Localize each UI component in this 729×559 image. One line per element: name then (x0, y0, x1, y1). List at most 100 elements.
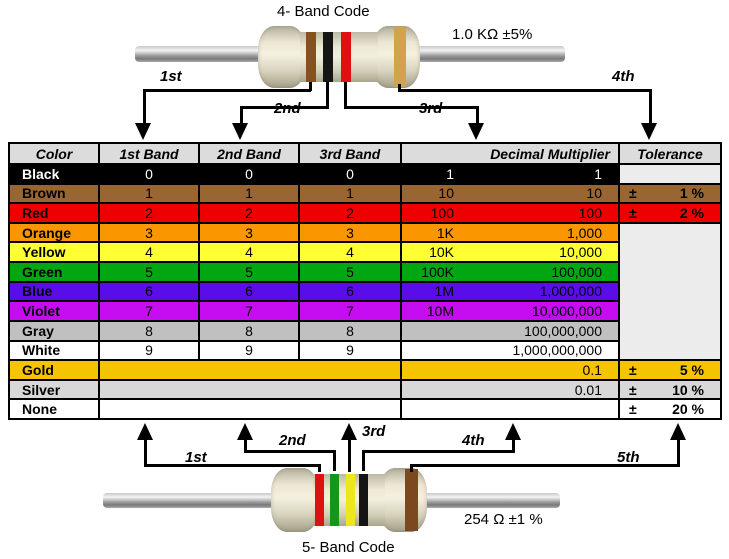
pointer-line (143, 89, 146, 124)
pointer-line (143, 89, 311, 92)
band-value-cell: 5 (100, 263, 198, 281)
band-value-cell: 4 (300, 243, 400, 262)
tolerance-cell: ±2 % (620, 204, 720, 222)
band-value-cell: 4 (100, 243, 198, 262)
arrow-up-icon (505, 423, 521, 440)
band-value-cell: 7 (200, 302, 298, 320)
multiplier-cell: 100K 100,000 (402, 263, 618, 281)
column-header: Color (10, 144, 98, 163)
pointer-line (410, 464, 413, 472)
color-name-cell: White (10, 341, 98, 360)
plus-minus-sign: ± (629, 185, 637, 202)
pointer-label-5th: 5th (617, 449, 640, 466)
band-value-cell: 3 (200, 223, 298, 242)
band-value-cell: 7 (300, 302, 400, 320)
band-value-cell: 0 (200, 165, 298, 183)
color-name-cell: Silver (10, 380, 98, 399)
pointer-line (362, 450, 515, 453)
pointer-line (677, 438, 680, 467)
merged-band-cell (100, 400, 400, 418)
band-value-cell: 9 (200, 341, 298, 360)
multiplier-value: 100,000,000 (524, 322, 602, 339)
color-name-cell: Green (10, 263, 98, 281)
empty-tolerance-cell (620, 165, 720, 183)
multiplier-value: 0.1 (582, 361, 602, 378)
band-value-cell: 2 (300, 204, 400, 222)
multiplier-value: 100,000 (551, 263, 602, 280)
multiplier-value: 10,000 (559, 244, 602, 261)
multiplier-cell: 10K 10,000 (402, 243, 618, 262)
tolerance-value: 5 % (679, 361, 704, 378)
band-value-cell: 8 (200, 321, 298, 340)
pointer-line (649, 89, 652, 124)
band-value-cell: 5 (300, 263, 400, 281)
band-value-cell: 4 (200, 243, 298, 262)
band-red (341, 32, 351, 82)
band-value-cell: 3 (300, 223, 400, 242)
arrow-up-icon (237, 423, 253, 440)
pointer-line (348, 438, 351, 472)
band-value-cell: 8 (100, 321, 198, 340)
multiplier-abbr: 100K (421, 263, 454, 280)
pointer-line (144, 438, 147, 467)
band-value-cell: 1 (100, 184, 198, 203)
tolerance-value: 1 % (679, 185, 704, 202)
pointer-line (476, 106, 479, 124)
band-value-cell: 0 (300, 165, 400, 183)
band-black (323, 32, 333, 82)
band-value-cell: 0 (100, 165, 198, 183)
five-band-value-label: 254 Ω ±1 % (464, 511, 543, 528)
pointer-line (344, 82, 347, 109)
band-gold (394, 27, 406, 87)
pointer-label-2nd: 2nd (279, 432, 306, 449)
band-value-cell: 6 (200, 282, 298, 301)
multiplier-cell (402, 400, 618, 418)
tolerance-value: 20 % (672, 401, 704, 418)
band-value-cell: 8 (300, 321, 400, 340)
column-header: Decimal Multiplier (402, 144, 618, 163)
pointer-line (326, 82, 329, 109)
pointer-line (240, 106, 243, 124)
plus-minus-sign: ± (629, 401, 637, 418)
five-band-title: 5- Band Code (302, 539, 395, 556)
band-black (359, 474, 368, 526)
resistor-bulge (258, 26, 306, 88)
multiplier-cell: 0.01 (402, 380, 618, 399)
arrow-down-icon (232, 123, 248, 140)
plus-minus-sign: ± (629, 361, 637, 378)
color-code-table: Color 1st Band 2nd Band 3rd Band Decimal Mul… (8, 142, 722, 420)
color-name-cell: Orange (10, 223, 98, 242)
arrow-down-icon (135, 123, 151, 140)
multiplier-value: 10 (586, 185, 602, 202)
color-name-cell: None (10, 400, 98, 418)
multiplier-value: 1 (594, 165, 602, 182)
resistor-bulge (271, 468, 319, 532)
band-value-cell: 6 (100, 282, 198, 301)
pointer-line (144, 464, 321, 467)
band-brown (306, 32, 316, 82)
color-name-cell: Blue (10, 282, 98, 301)
four-band-value-label: 1.0 KΩ ±5% (452, 26, 533, 43)
pointer-label-4th: 4th (462, 432, 485, 449)
merged-band-cell (100, 361, 400, 379)
plus-minus-sign: ± (629, 205, 637, 222)
four-band-title: 4- Band Code (277, 3, 370, 20)
band-value-cell: 2 (200, 204, 298, 222)
band-value-cell: 7 (100, 302, 198, 320)
pointer-line (398, 84, 401, 92)
multiplier-cell: 100,000,000 (402, 321, 618, 340)
color-name-cell: Red (10, 204, 98, 222)
multiplier-value: 100 (578, 205, 602, 222)
pointer-line (244, 450, 336, 453)
band-value-cell: 5 (200, 263, 298, 281)
color-name-cell: Violet (10, 302, 98, 320)
multiplier-abbr: 1M (434, 283, 454, 300)
band-value-cell: 6 (300, 282, 400, 301)
multiplier-value: 1,000,000,000 (512, 342, 602, 359)
multiplier-value: 1,000 (566, 224, 602, 241)
pointer-line (362, 450, 365, 471)
band-value-cell: 1 (300, 184, 400, 203)
band-value-cell: 9 (100, 341, 198, 360)
merged-empty-tolerance-cell (620, 223, 720, 360)
